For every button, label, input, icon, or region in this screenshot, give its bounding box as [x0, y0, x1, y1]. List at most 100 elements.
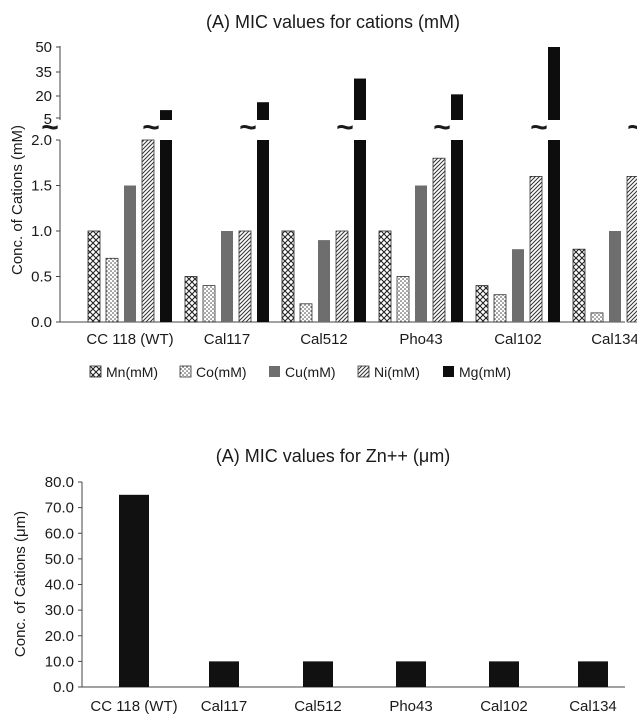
bar-cu [609, 231, 621, 322]
legend-item-ni: Ni(mM) [357, 364, 420, 380]
x-tick-label: Cal134 [569, 698, 617, 715]
bar-ni [238, 230, 252, 323]
y-tick-label: 10.0 [45, 653, 74, 670]
legend-item-mn: Mn(mM) [89, 364, 158, 380]
y-tick-label: 0.0 [53, 679, 74, 696]
legend-swatch-co [179, 365, 192, 378]
x-tick-label: Pho43 [399, 331, 442, 348]
chart-cations-ylabel: Conc. of Cations (mM) [9, 125, 26, 275]
y-tick-label: 40.0 [45, 577, 74, 594]
bar-mg-upper [160, 110, 172, 120]
bar-mg [160, 140, 172, 322]
bar-cu [512, 249, 524, 322]
bar-co [493, 294, 507, 323]
bar-mn [572, 248, 586, 323]
bar-co [202, 285, 216, 323]
bar-cu [318, 240, 330, 322]
bar-cu [124, 185, 136, 322]
chart-cations-legend: Mn(mM) Co(mM) Cu(mM) Ni(mM) Mg(mM) [89, 364, 511, 380]
bar-mn [87, 230, 101, 323]
bar-mg [257, 140, 269, 322]
axis-break-symbol: ~ [41, 111, 59, 144]
x-tick-label: CC 118 (WT) [90, 698, 177, 715]
y-tick-label: 1.5 [31, 178, 52, 195]
bar-ni [529, 175, 543, 323]
y-tick-label: 80.0 [45, 474, 74, 491]
bar-mn [378, 230, 392, 323]
bar-break-symbol: ~ [530, 111, 548, 144]
y-tick-label: 1.0 [31, 223, 52, 240]
bar-break-symbol: ~ [336, 111, 354, 144]
bar-zn [119, 494, 149, 687]
x-tick-label: CC 118 (WT) [86, 331, 173, 348]
x-tick-label: Cal117 [201, 698, 247, 715]
bar-zn [209, 661, 239, 687]
bar-mg-upper [451, 94, 463, 120]
x-tick-label: Cal134 [591, 331, 637, 348]
chart-zn-title: (A) MIC values for Zn++ (μm) [216, 446, 450, 466]
bar-mg-upper [354, 78, 366, 120]
bar-co [299, 303, 313, 323]
legend-swatch-mn [89, 365, 102, 378]
legend-swatch-mg [443, 366, 454, 377]
bar-co [105, 257, 119, 323]
upper-tick-50: 50 [35, 39, 52, 56]
legend-swatch-ni [357, 365, 370, 378]
x-tick-label: Cal512 [294, 698, 342, 715]
legend-label-mg: Mg(mM) [459, 364, 511, 380]
bar-ni [626, 175, 637, 323]
bar-co [396, 276, 410, 323]
legend-item-co: Co(mM) [179, 364, 247, 380]
bar-ni [335, 230, 349, 323]
upper-tick-label: 50 35 20 5 [35, 39, 60, 128]
legend-item-mg: Mg(mM) [443, 364, 511, 380]
bar-ni [432, 157, 446, 323]
bar-mn [184, 276, 198, 323]
y-tick-label: 20.0 [45, 628, 74, 645]
bar-mn [281, 230, 295, 323]
chart-zn: (A) MIC values for Zn++ (μm) Conc. of Ca… [12, 446, 625, 715]
bar-break-symbol: ~ [433, 111, 451, 144]
bar-mn [475, 285, 489, 323]
y-tick-label: 30.0 [45, 602, 74, 619]
bar-mg [451, 140, 463, 322]
legend-label-ni: Ni(mM) [374, 364, 420, 380]
bar-mg [548, 140, 560, 322]
upper-tick-20: 20 [35, 88, 52, 105]
legend-label-cu: Cu(mM) [285, 364, 336, 380]
chart-zn-ylabel: Conc. of Cations (μm) [12, 511, 29, 657]
y-tick-label: 50.0 [45, 551, 74, 568]
chart-cations-title: (A) MIC values for cations (mM) [206, 12, 460, 32]
x-tick-label: Cal102 [480, 698, 528, 715]
bar-break-symbol: ~ [142, 111, 160, 144]
legend-label-mn: Mn(mM) [106, 364, 158, 380]
x-tick-label: Cal102 [494, 331, 542, 348]
bar-break-symbol: ~ [239, 111, 257, 144]
y-tick-label: 0.5 [31, 269, 52, 286]
y-tick-label: 0.0 [31, 314, 52, 331]
bar-co [590, 312, 604, 323]
x-tick-label: Cal512 [300, 331, 348, 348]
upper-tick-35: 35 [35, 64, 52, 81]
x-tick-label: Cal117 [204, 331, 250, 348]
legend-item-cu: Cu(mM) [269, 364, 336, 380]
bar-mg-upper [257, 102, 269, 120]
bar-zn [489, 661, 519, 687]
x-tick-label: Pho43 [389, 698, 432, 715]
bar-zn [396, 661, 426, 687]
bar-zn [303, 661, 333, 687]
bar-mg-upper [548, 47, 560, 120]
bar-zn [578, 661, 608, 687]
legend-swatch-cu [269, 366, 280, 377]
bar-cu [221, 231, 233, 322]
bar-ni [141, 139, 155, 323]
y-tick-label: 60.0 [45, 525, 74, 542]
bar-cu [415, 185, 427, 322]
y-tick-label: 2.0 [31, 132, 52, 149]
upper-tick-5: 5 [44, 111, 52, 128]
chart-cations: (A) MIC values for cations (mM) Conc. of… [9, 12, 637, 380]
bar-mg [354, 140, 366, 322]
legend-label-co: Co(mM) [196, 364, 247, 380]
bar-break-symbol: ~ [627, 111, 637, 144]
